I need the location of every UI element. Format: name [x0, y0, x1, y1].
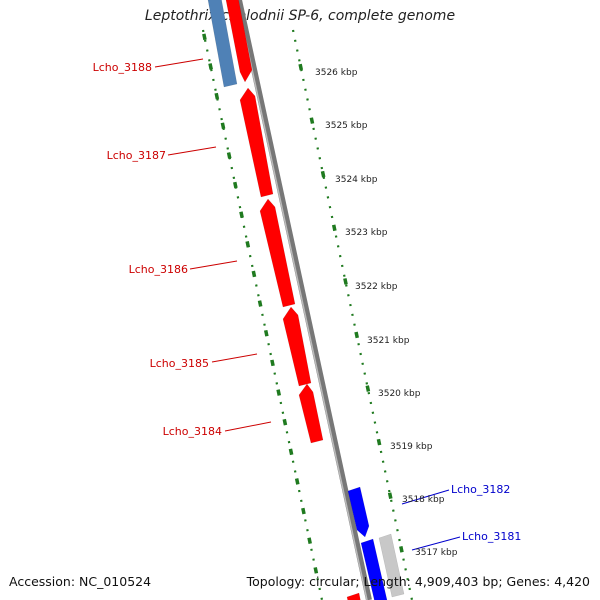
- major-tick-mark: [245, 241, 251, 248]
- major-tick-mark: [220, 122, 226, 130]
- gene-label-leader: [167, 146, 217, 156]
- gene-feature-lcho-3182[interactable]: [347, 486, 370, 538]
- scale-label-3519: 3519 kbp: [390, 442, 433, 452]
- gene-label-leader: [224, 421, 272, 432]
- major-tick-mark: [226, 152, 232, 159]
- major-tick-mark: [301, 507, 306, 515]
- major-tick-mark: [214, 92, 220, 100]
- major-tick-mark: [282, 418, 288, 426]
- gene-feature-lcho-3184[interactable]: [298, 383, 324, 444]
- scale-label-3517: 3517 kbp: [415, 548, 458, 558]
- major-tick-mark: [331, 224, 337, 232]
- major-tick-mark: [251, 270, 257, 278]
- major-tick-mark: [298, 63, 304, 71]
- gene-label-leader: [411, 536, 461, 551]
- major-tick-mark: [399, 545, 404, 553]
- major-tick-mark: [263, 329, 269, 337]
- major-tick-mark: [294, 478, 300, 485]
- gene-feature-lcho-3186[interactable]: [259, 198, 296, 308]
- major-tick-mark: [288, 448, 294, 456]
- major-tick-mark: [365, 385, 371, 392]
- gene-feature-lcho-3185[interactable]: [282, 306, 312, 387]
- major-tick-mark: [208, 63, 213, 70]
- scale-label-3526: 3526 kbp: [315, 68, 358, 78]
- major-tick-mark: [233, 181, 238, 189]
- major-tick-mark: [320, 170, 326, 178]
- gene-label-lcho-3185[interactable]: Lcho_3185: [150, 357, 209, 370]
- gene-label-lcho-3188[interactable]: Lcho_3188: [93, 61, 152, 74]
- scale-label-3521: 3521 kbp: [367, 336, 410, 346]
- major-tick-mark: [270, 359, 275, 367]
- accession-text: Accession: NC_010524: [9, 574, 152, 589]
- gene-feature-lower-red[interactable]: [346, 592, 361, 600]
- gene-label-leader: [189, 260, 238, 270]
- major-tick-mark: [343, 278, 348, 285]
- major-tick-mark: [239, 211, 244, 218]
- gene-label-lcho-3182[interactable]: Lcho_3182: [451, 483, 510, 496]
- gene-label-leader: [154, 58, 204, 68]
- major-tick-mark: [313, 567, 319, 574]
- outer-tick-ring: [201, 29, 324, 600]
- gene-label-leader: [211, 353, 258, 363]
- major-tick-mark: [202, 33, 207, 41]
- genome-summary-text: Topology: circular; Length: 4,909,403 bp…: [246, 574, 590, 589]
- major-tick-mark: [376, 438, 382, 446]
- major-tick-mark: [257, 300, 263, 307]
- scale-label-3520: 3520 kbp: [378, 389, 421, 399]
- scale-label-3524: 3524 kbp: [335, 175, 378, 185]
- gene-label-lcho-3181[interactable]: Lcho_3181: [462, 530, 521, 543]
- inner-tick-ring: [291, 29, 414, 600]
- gene-label-lcho-3187[interactable]: Lcho_3187: [107, 149, 166, 162]
- gene-feature-rna[interactable]: [378, 533, 405, 598]
- gene-feature-lcho-3187[interactable]: [239, 87, 274, 198]
- gene-label-leader: [401, 489, 450, 505]
- major-tick-mark: [276, 389, 282, 396]
- scale-label-3523: 3523 kbp: [345, 228, 388, 238]
- major-tick-mark: [387, 492, 393, 499]
- scale-label-3522: 3522 kbp: [355, 282, 398, 292]
- gene-feature-upper-red[interactable]: [225, 0, 253, 83]
- major-tick-mark: [354, 331, 359, 339]
- genome-backbone: [236, 0, 372, 600]
- scale-label-3518: 3518 kbp: [402, 495, 445, 505]
- gene-label-lcho-3186[interactable]: Lcho_3186: [129, 263, 188, 276]
- major-tick-mark: [309, 117, 315, 124]
- gene-feature-lcho-3188[interactable]: [207, 0, 238, 88]
- scale-label-3525: 3525 kbp: [325, 121, 368, 131]
- gene-feature-lcho-3181[interactable]: [360, 538, 388, 600]
- major-tick-mark: [307, 537, 312, 545]
- gene-label-lcho-3184[interactable]: Lcho_3184: [163, 425, 222, 438]
